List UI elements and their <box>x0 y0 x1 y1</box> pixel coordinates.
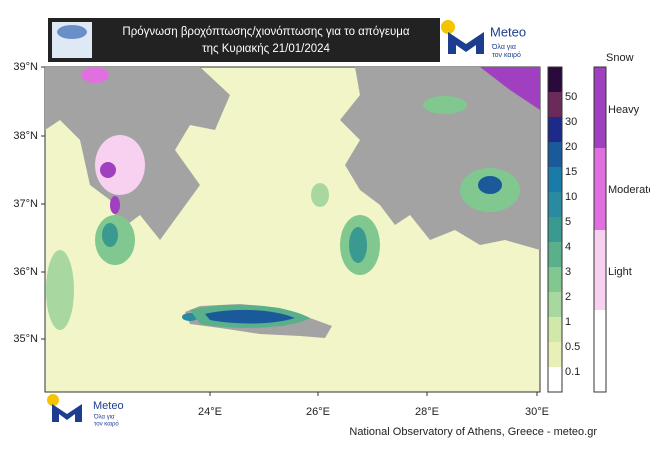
colorbar-segment <box>548 242 562 267</box>
footer: National Observatory of Athens, Greece -… <box>349 426 597 438</box>
snow-level-label: Moderate <box>608 184 650 196</box>
logo-sun <box>47 394 59 406</box>
lon-label: 30°E <box>525 406 549 418</box>
colorbar-segment <box>548 117 562 142</box>
colorbar-label: 50 <box>565 91 577 103</box>
colorbar-segment <box>548 217 562 242</box>
colorbar-frame <box>547 66 563 393</box>
colorbar-segment <box>548 342 562 367</box>
colorbar-label: 3 <box>565 266 571 278</box>
snow-area <box>81 67 109 83</box>
colorbar-label: 1 <box>565 316 571 328</box>
colorbar-label: 20 <box>565 141 577 153</box>
title-line: Πρόγνωση βροχόπτωσης/χιονόπτωσης για το … <box>122 26 410 38</box>
colorbar-segment <box>548 292 562 317</box>
lat-label: 35°N <box>13 333 38 345</box>
colorbar-segment <box>548 267 562 292</box>
lat-label: 38°N <box>13 130 38 142</box>
logo-sun <box>441 20 455 34</box>
title-box <box>48 18 440 62</box>
lon-label: 28°E <box>415 406 439 418</box>
colorbar-label: 0.1 <box>565 366 580 378</box>
precip-area <box>46 250 74 330</box>
snowbar-segment <box>594 148 606 230</box>
logo-mark <box>52 404 82 422</box>
snow-area <box>95 135 145 195</box>
logo-mark <box>448 32 484 54</box>
colorbar-label: 30 <box>565 116 577 128</box>
colorbar-segment <box>548 192 562 217</box>
logo-name: Meteo <box>490 24 526 39</box>
colorbar-label: 0.5 <box>565 341 580 353</box>
map <box>44 66 541 393</box>
precip-area <box>423 96 467 114</box>
snow-title: Snow <box>606 52 634 64</box>
logo-tagline: Όλα για <box>93 415 115 421</box>
logo-tagline: Όλα για <box>491 44 516 51</box>
precip-area <box>102 223 118 247</box>
colorbar-segment <box>548 92 562 117</box>
precip-area <box>205 309 295 324</box>
lat-label: 39°N <box>13 61 38 73</box>
snow-area <box>480 67 540 110</box>
colorbar-segment <box>548 367 562 392</box>
logo-name: Meteo <box>93 400 124 412</box>
title-line: της Κυριακής 21/01/2024 <box>202 43 330 55</box>
precip-area <box>478 176 502 194</box>
colorbar-segment <box>548 167 562 192</box>
precip-area <box>349 227 367 263</box>
snow-area <box>110 196 120 214</box>
lon-label: 26°E <box>306 406 330 418</box>
colorbar-label: 10 <box>565 191 577 203</box>
snow-area <box>100 162 116 178</box>
logo-tagline: τον καιρό <box>492 51 521 59</box>
colorbar-label: 15 <box>565 166 577 178</box>
snowbar-frame <box>593 66 607 393</box>
snow-level-label: Heavy <box>608 104 640 116</box>
lon-label: 24°E <box>198 406 222 418</box>
snowbar-segment <box>594 67 606 148</box>
colorbar-label: 5 <box>565 216 571 228</box>
colorbar-label: 2 <box>565 291 571 303</box>
colorbar-segment <box>548 67 562 92</box>
logo-tagline: τον καιρό <box>94 421 119 428</box>
lat-label: 37°N <box>13 198 38 210</box>
colorbar-label: 4 <box>565 241 571 253</box>
snowbar-segment <box>594 230 606 310</box>
cloud-icon <box>57 25 87 39</box>
precip-area <box>311 183 329 207</box>
snow-level-label: Light <box>608 266 632 278</box>
lat-label: 36°N <box>13 266 38 278</box>
colorbar-segment <box>548 142 562 167</box>
colorbar-segment <box>548 317 562 342</box>
snowbar-segment <box>594 310 606 392</box>
